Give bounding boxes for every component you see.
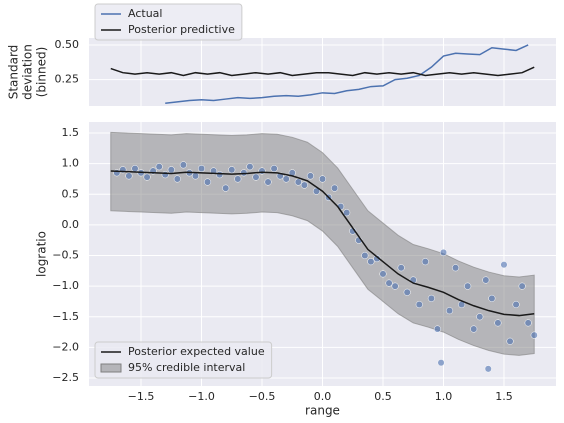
scatter-point bbox=[131, 165, 139, 173]
y-axis-label: (binned) bbox=[35, 47, 49, 98]
scatter-point bbox=[258, 167, 266, 175]
scatter-point bbox=[143, 173, 151, 181]
scatter-point bbox=[155, 163, 163, 171]
scatter-point bbox=[270, 165, 278, 173]
legend-box bbox=[94, 341, 273, 379]
y-axis-label: logratio bbox=[35, 231, 49, 277]
legend-label: 95% credible interval bbox=[128, 361, 245, 374]
x-tick-label: 0.0 bbox=[314, 390, 332, 403]
scatter-point bbox=[294, 178, 302, 186]
scatter-point bbox=[391, 282, 399, 290]
scatter-point bbox=[167, 166, 175, 174]
scatter-point bbox=[282, 175, 290, 183]
scatter-point bbox=[437, 359, 445, 367]
scatter-point bbox=[518, 282, 526, 290]
y-tick-label: −1.0 bbox=[52, 279, 79, 292]
scatter-point bbox=[488, 294, 496, 302]
scatter-point bbox=[179, 161, 187, 169]
y-axis-label: deviation bbox=[21, 44, 35, 100]
legend-label: Actual bbox=[128, 7, 162, 20]
legend-box bbox=[94, 3, 243, 41]
legend-label: Posterior predictive bbox=[128, 23, 235, 36]
y-tick-label: −2.0 bbox=[52, 340, 79, 353]
y-tick-label: −0.5 bbox=[52, 249, 79, 262]
scatter-point bbox=[500, 261, 508, 269]
scatter-point bbox=[173, 175, 181, 183]
scatter-point bbox=[197, 165, 206, 173]
x-tick-label: −0.5 bbox=[249, 390, 276, 403]
scatter-point bbox=[470, 325, 478, 333]
scatter-point bbox=[191, 172, 200, 180]
scatter-point bbox=[482, 276, 490, 284]
scatter-point bbox=[484, 365, 492, 373]
series-line bbox=[165, 44, 529, 104]
scatter-point bbox=[252, 173, 260, 181]
plot-content bbox=[110, 44, 535, 104]
scatter-point bbox=[367, 258, 375, 266]
x-tick-label: −1.5 bbox=[128, 390, 155, 403]
scatter-point bbox=[379, 270, 387, 278]
series-line bbox=[110, 170, 535, 317]
y-tick-label: −1.5 bbox=[52, 310, 79, 323]
x-tick-label: 1.0 bbox=[435, 390, 453, 403]
scatter-point bbox=[331, 184, 339, 192]
y-axis-label: Standard bbox=[7, 45, 21, 100]
scatter-point bbox=[264, 178, 272, 186]
scatter-point bbox=[234, 175, 242, 183]
series-line bbox=[110, 66, 535, 77]
x-tick-label: 1.5 bbox=[495, 390, 513, 403]
scatter-point bbox=[530, 331, 538, 339]
scatter-point bbox=[125, 172, 133, 180]
scatter-point bbox=[439, 248, 448, 257]
scatter-point bbox=[494, 319, 502, 327]
y-tick-label: 0.5 bbox=[62, 187, 80, 200]
scatter-point bbox=[300, 181, 308, 189]
y-tick-label: −2.5 bbox=[52, 371, 79, 384]
scatter-point bbox=[524, 319, 532, 327]
scatter-point bbox=[385, 279, 393, 287]
y-tick-label: 1.5 bbox=[62, 126, 80, 139]
scatter-point bbox=[512, 300, 520, 309]
y-tick-label: 0.0 bbox=[62, 218, 80, 231]
scatter-point bbox=[397, 264, 405, 272]
legend-label: Posterior expected value bbox=[128, 345, 265, 358]
scatter-point bbox=[464, 282, 472, 290]
legend-swatch bbox=[100, 363, 122, 373]
y-tick-label: 0.50 bbox=[55, 38, 80, 51]
scatter-point bbox=[421, 258, 429, 266]
scatter-point bbox=[222, 184, 230, 192]
scatter-point bbox=[452, 264, 460, 272]
y-tick-label: 1.0 bbox=[62, 157, 80, 170]
plot-content bbox=[110, 131, 538, 373]
x-tick-label: −1.0 bbox=[188, 390, 215, 403]
y-tick-label: 0.25 bbox=[55, 73, 80, 86]
scatter-point bbox=[318, 175, 327, 183]
scatter-point bbox=[343, 209, 351, 217]
scatter-point bbox=[506, 337, 514, 345]
scatter-point bbox=[216, 171, 224, 179]
scatter-point bbox=[246, 163, 254, 171]
x-axis-label: range bbox=[305, 404, 340, 418]
scatter-point bbox=[204, 178, 212, 186]
scatter-point bbox=[361, 251, 369, 260]
scatter-point bbox=[415, 300, 423, 309]
scatter-point bbox=[433, 325, 441, 333]
scatter-point bbox=[427, 294, 435, 302]
scatter-point bbox=[403, 288, 411, 296]
scatter-point bbox=[228, 166, 236, 174]
scatter-point bbox=[445, 307, 454, 315]
scatter-point bbox=[476, 313, 484, 321]
scatter-point bbox=[306, 172, 314, 180]
x-tick-label: 0.5 bbox=[374, 390, 392, 403]
